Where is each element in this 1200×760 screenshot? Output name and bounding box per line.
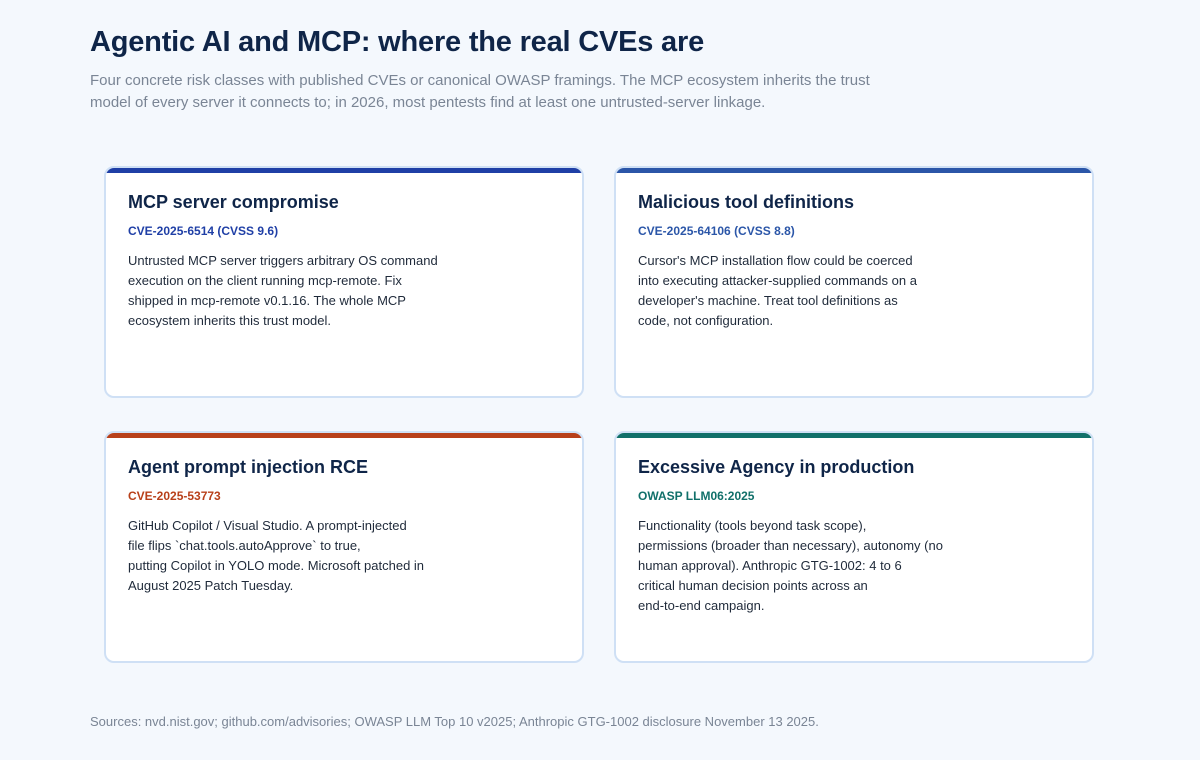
risk-card-excessive-agency: Excessive Agency in production OWASP LLM… [614, 431, 1094, 663]
description-line: Untrusted MCP server triggers arbitrary … [128, 253, 438, 268]
risk-card-mcp-server-compromise: MCP server compromise CVE-2025-6514 (CVS… [104, 166, 584, 398]
description-line: into executing attacker-supplied command… [638, 273, 917, 288]
card-cve-tag: CVE-2025-53773 [128, 489, 221, 503]
description-line: GitHub Copilot / Visual Studio. A prompt… [128, 518, 407, 533]
card-title: MCP server compromise [128, 192, 339, 212]
description-line: execution on the client running mcp-remo… [128, 273, 402, 288]
card-accent-bar [106, 168, 582, 173]
description-line: developer's machine. Treat tool definiti… [638, 293, 898, 308]
description-line: August 2025 Patch Tuesday. [128, 578, 294, 593]
page-title: Agentic AI and MCP: where the real CVEs … [90, 26, 704, 58]
card-cve-tag: CVE-2025-64106 (CVSS 8.8) [638, 224, 795, 238]
description-line: human approval). Anthropic GTG-1002: 4 t… [638, 558, 902, 573]
sources-footnote: Sources: nvd.nist.gov; github.com/adviso… [90, 714, 819, 729]
card-owasp-tag: OWASP LLM06:2025 [638, 489, 755, 503]
description-line: code, not configuration. [638, 313, 774, 328]
risk-card-agent-prompt-injection-rce: Agent prompt injection RCE CVE-2025-5377… [104, 431, 584, 663]
card-accent-bar [106, 433, 582, 438]
description-line: Cursor's MCP installation flow could be … [638, 253, 913, 268]
card-title: Excessive Agency in production [638, 457, 915, 477]
card-accent-bar [616, 433, 1092, 438]
description-line: ecosystem inherits this trust model. [128, 313, 332, 328]
card-description: Untrusted MCP server triggers arbitrary … [128, 251, 438, 331]
description-line: end-to-end campaign. [638, 598, 765, 613]
description-line: shipped in mcp-remote v0.1.16. The whole… [128, 293, 406, 308]
card-cve-tag: CVE-2025-6514 (CVSS 9.6) [128, 224, 279, 238]
card-description: Cursor's MCP installation flow could be … [638, 251, 917, 331]
card-accent-bar [616, 168, 1092, 173]
description-line: putting Copilot in YOLO mode. Microsoft … [128, 558, 425, 573]
card-description: Functionality (tools beyond task scope),… [638, 516, 943, 616]
card-title: Agent prompt injection RCE [128, 457, 368, 477]
card-title: Malicious tool definitions [638, 192, 854, 212]
description-line: file flips `chat.tools.autoApprove` to t… [128, 538, 361, 553]
card-description: GitHub Copilot / Visual Studio. A prompt… [128, 516, 424, 596]
description-line: critical human decision points across an [638, 578, 868, 593]
risk-card-malicious-tool-definitions: Malicious tool definitions CVE-2025-6410… [614, 166, 1094, 398]
description-line: Functionality (tools beyond task scope), [638, 518, 867, 533]
description-line: permissions (broader than necessary), au… [638, 538, 943, 553]
page-subtitle: Four concrete risk classes with publishe… [90, 72, 870, 111]
